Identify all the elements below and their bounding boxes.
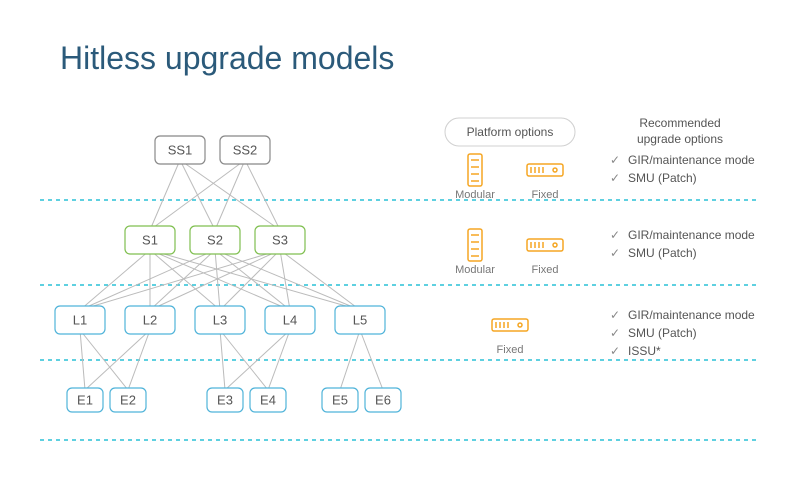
edge (215, 250, 360, 310)
node-label: E5 (332, 392, 348, 407)
platform-label: Modular (455, 264, 495, 276)
upgrade-option: SMU (Patch) (628, 326, 697, 340)
upgrade-option: ISSU* (628, 344, 661, 358)
check-icon: ✓ (610, 326, 620, 340)
node-label: E4 (260, 392, 276, 407)
check-icon: ✓ (610, 228, 620, 242)
node-label: SS2 (233, 142, 258, 157)
recommended-header-2: upgrade options (637, 132, 723, 146)
node-label: L5 (353, 312, 367, 327)
node-label: S1 (142, 232, 158, 247)
edge (280, 250, 360, 310)
node-label: E1 (77, 392, 93, 407)
platform-label: Fixed (497, 344, 524, 356)
platform-label: Fixed (532, 264, 559, 276)
diagram-canvas: SS1 SS2 S1 S2 S3 L1 L2 L3 L4 L5 E1 E2 E3 E4 E5 E6 Platfo… (0, 0, 800, 500)
check-icon: ✓ (610, 153, 620, 167)
edge (80, 250, 215, 310)
upgrade-option: GIR/maintenance mode (628, 228, 755, 242)
node-label: E3 (217, 392, 233, 407)
upgrade-option: SMU (Patch) (628, 246, 697, 260)
platform-header: Platform options (467, 125, 554, 139)
edge (268, 330, 290, 390)
check-icon: ✓ (610, 246, 620, 260)
upgrade-option: GIR/maintenance mode (628, 153, 755, 167)
edge (150, 250, 290, 310)
platform-label: Modular (455, 189, 495, 201)
node-label: E2 (120, 392, 136, 407)
recommended-header-1: Recommended (639, 116, 720, 130)
edge (85, 330, 150, 390)
edge (245, 160, 280, 230)
upgrade-option: GIR/maintenance mode (628, 308, 755, 322)
node-label: L2 (143, 312, 157, 327)
edge (150, 250, 220, 310)
upgrade-option: SMU (Patch) (628, 171, 697, 185)
edge (150, 250, 280, 310)
check-icon: ✓ (610, 308, 620, 322)
check-icon: ✓ (610, 171, 620, 185)
node-label: L3 (213, 312, 227, 327)
node-label: SS1 (168, 142, 193, 157)
check-icon: ✓ (610, 344, 620, 358)
edge (215, 250, 290, 310)
node-label: E6 (375, 392, 391, 407)
edge (80, 250, 150, 310)
edge (340, 330, 360, 390)
node-label: L4 (283, 312, 297, 327)
platform-label: Fixed (532, 189, 559, 201)
node-label: S3 (272, 232, 288, 247)
node-label: L1 (73, 312, 87, 327)
node-label: S2 (207, 232, 223, 247)
